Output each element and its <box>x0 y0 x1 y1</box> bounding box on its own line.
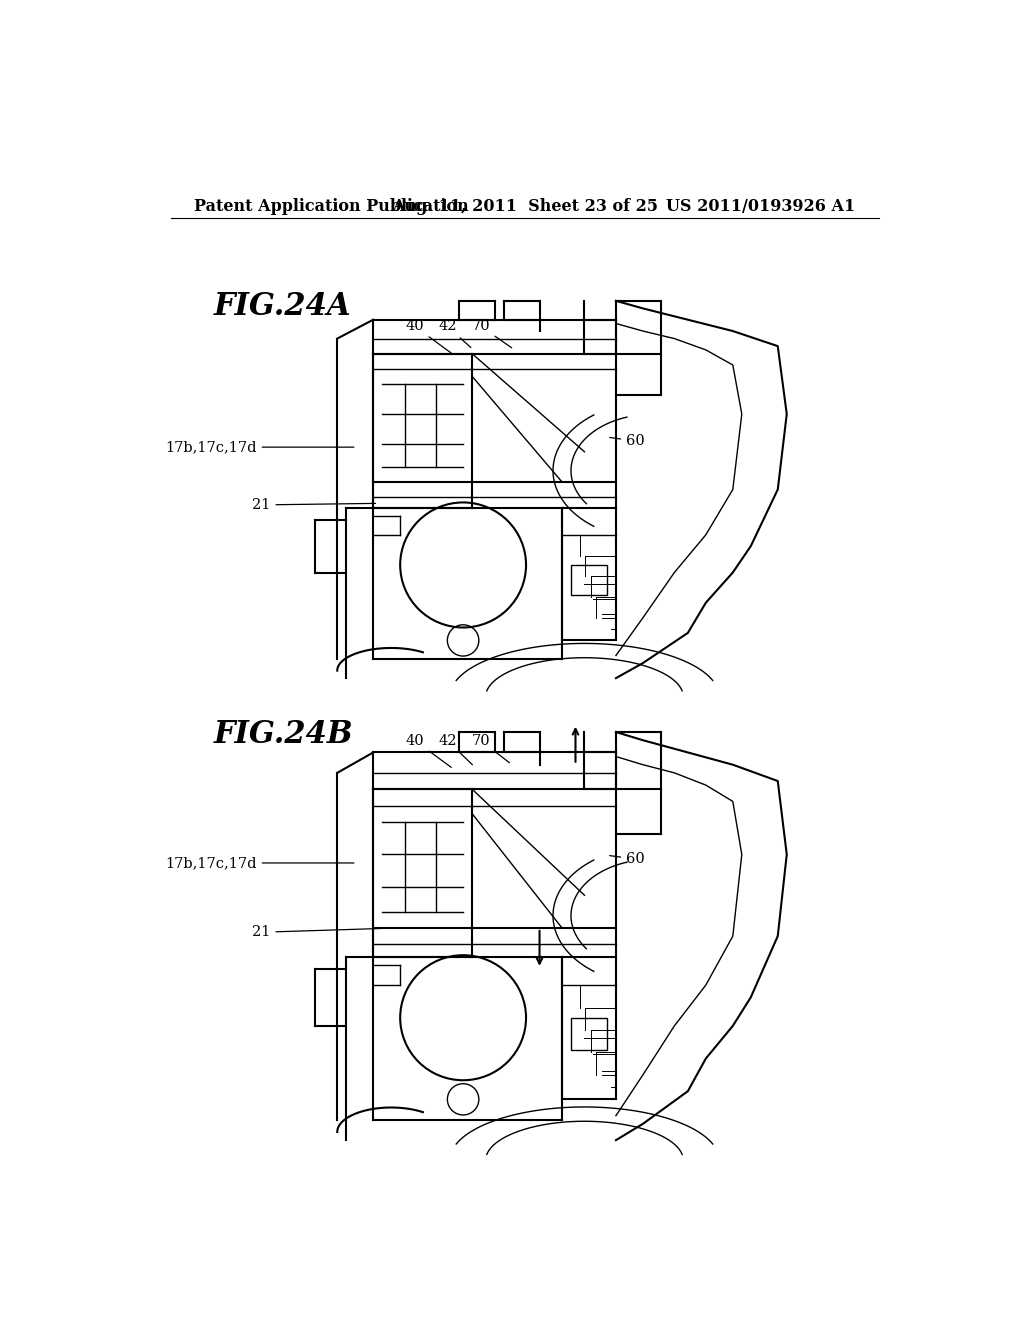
Text: 70: 70 <box>471 734 509 763</box>
Text: 17b,17c,17d: 17b,17c,17d <box>165 855 354 870</box>
Text: FIG.24A: FIG.24A <box>213 290 351 322</box>
Text: 42: 42 <box>438 319 471 347</box>
Text: 40: 40 <box>406 734 452 767</box>
Text: 40: 40 <box>406 319 452 354</box>
Bar <box>571 565 607 595</box>
Text: 60: 60 <box>609 853 645 866</box>
Text: 42: 42 <box>438 734 472 764</box>
Text: 17b,17c,17d: 17b,17c,17d <box>165 440 354 454</box>
Text: Aug. 11, 2011  Sheet 23 of 25: Aug. 11, 2011 Sheet 23 of 25 <box>392 198 657 215</box>
Bar <box>571 1018 607 1051</box>
Text: US 2011/0193926 A1: US 2011/0193926 A1 <box>667 198 856 215</box>
Text: 21: 21 <box>252 925 381 940</box>
Text: FIG.24B: FIG.24B <box>213 719 353 750</box>
Text: 70: 70 <box>471 319 512 347</box>
Text: Patent Application Publication: Patent Application Publication <box>194 198 469 215</box>
Text: 60: 60 <box>609 434 645 447</box>
Text: 21: 21 <box>252 498 376 512</box>
